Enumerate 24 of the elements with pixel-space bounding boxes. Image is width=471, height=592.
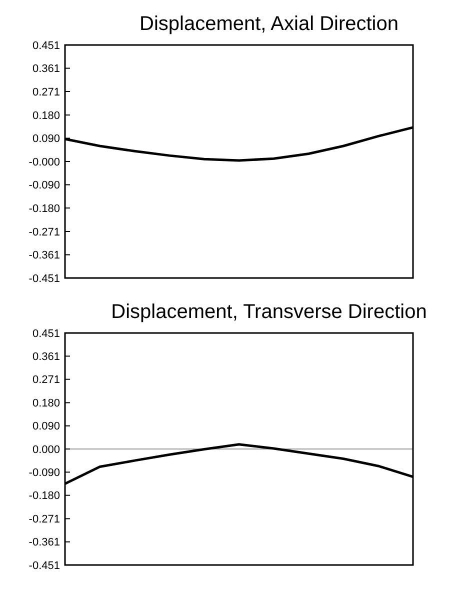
y-tick-label: -0.180 <box>28 202 60 215</box>
y-tick-label: 0.271 <box>32 86 60 98</box>
y-tick-label: 0.090 <box>32 133 60 146</box>
y-tick-label: -0.090 <box>28 180 60 192</box>
y-tick-label: -0.361 <box>28 536 60 549</box>
y-tick-label: -0.361 <box>28 250 60 262</box>
chart-title: Displacement, Transverse Direction <box>111 301 427 323</box>
y-tick-label: 0.180 <box>32 398 60 410</box>
y-tick-label: -0.180 <box>28 490 60 502</box>
y-tick-label: -0.451 <box>28 560 60 572</box>
y-tick-label: 0.090 <box>32 420 60 433</box>
y-tick-label: 0.451 <box>32 328 60 340</box>
y-tick-label: 0.361 <box>32 351 60 363</box>
y-tick-label: 0.451 <box>32 40 60 52</box>
y-tick-label: 0.361 <box>32 63 60 76</box>
y-tick-label: 0.000 <box>32 444 60 456</box>
y-tick-label: -0.451 <box>28 272 60 285</box>
y-tick-label: 0.180 <box>32 110 60 122</box>
y-tick-label: -0.271 <box>28 226 60 238</box>
y-tick-label: -0.271 <box>28 514 60 526</box>
y-tick-label: 0.271 <box>32 374 60 386</box>
y-tick-label: -0.090 <box>28 467 60 479</box>
y-tick-label: -0.000 <box>28 156 60 168</box>
chart-title: Displacement, Axial Direction <box>140 13 398 35</box>
